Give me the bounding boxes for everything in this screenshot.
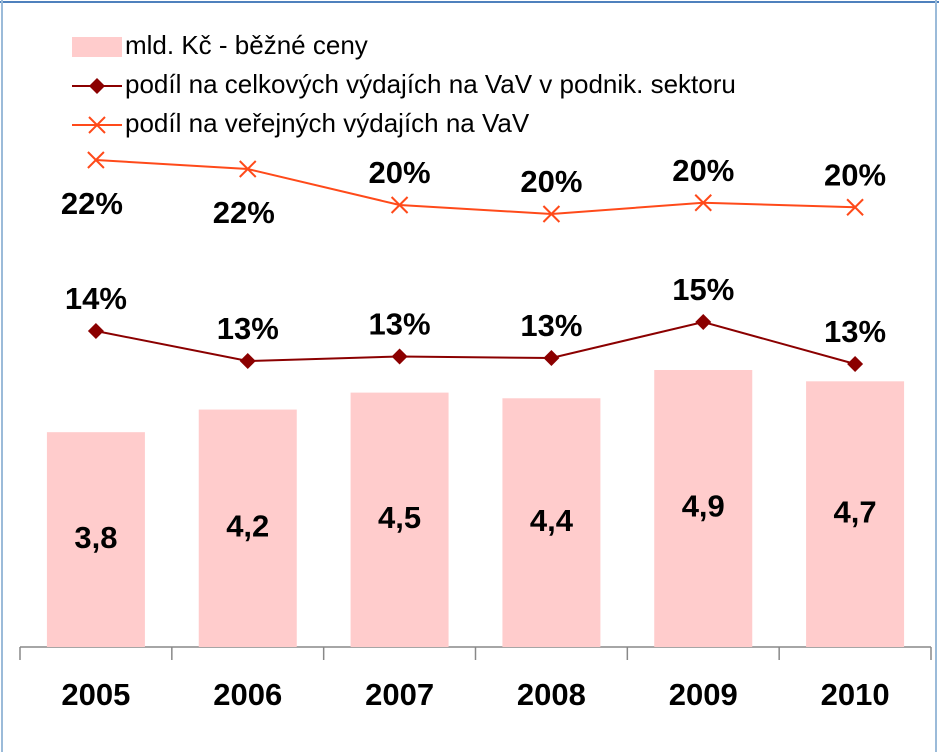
marker xyxy=(391,348,408,365)
bar xyxy=(502,398,601,647)
x-tick-label: 2010 xyxy=(821,677,890,712)
marker xyxy=(543,350,560,366)
line-label: 13% xyxy=(520,308,582,343)
x-tick-label: 2007 xyxy=(365,677,434,712)
marker xyxy=(239,353,256,369)
bar-label: 3,8 xyxy=(74,520,117,555)
marker xyxy=(239,160,257,178)
bar-label: 4,2 xyxy=(226,508,269,543)
bar xyxy=(198,409,297,647)
line-label: 20% xyxy=(824,157,886,192)
legend-swatch xyxy=(72,37,122,57)
marker xyxy=(846,198,864,216)
marker xyxy=(87,151,105,169)
legend-marker xyxy=(89,78,105,94)
line-label: 13% xyxy=(369,307,431,342)
bar xyxy=(806,381,905,647)
line-label: 13% xyxy=(824,314,886,349)
line-label: 22% xyxy=(61,186,123,221)
line xyxy=(95,159,856,216)
marker xyxy=(694,194,712,212)
legend-label: podíl na celkových výdajích na VaV v pod… xyxy=(125,69,736,99)
line-label: 20% xyxy=(369,155,431,190)
line-label: 15% xyxy=(672,272,734,307)
line-label: 14% xyxy=(65,281,127,316)
bar-label: 4,5 xyxy=(378,500,421,535)
bar-label: 4,4 xyxy=(530,503,574,538)
line-label: 22% xyxy=(213,195,275,230)
line xyxy=(95,320,856,365)
bar xyxy=(46,432,145,647)
line-label: 20% xyxy=(672,153,734,188)
marker xyxy=(847,356,864,372)
marker xyxy=(695,314,712,330)
bar xyxy=(654,370,753,647)
bar-label: 4,7 xyxy=(834,494,877,529)
legend-label: mld. Kč - běžné ceny xyxy=(125,30,368,60)
bar xyxy=(350,392,449,647)
line-label: 13% xyxy=(217,311,279,346)
legend-label: podíl na veřejných výdajích na VaV xyxy=(125,108,530,138)
legend-marker xyxy=(88,116,106,134)
x-tick-label: 2009 xyxy=(669,677,738,712)
bar-label: 4,9 xyxy=(682,489,725,524)
line-label: 20% xyxy=(520,164,582,199)
x-tick-label: 2006 xyxy=(213,677,282,712)
marker xyxy=(542,205,561,223)
marker xyxy=(87,323,104,339)
marker xyxy=(390,196,409,214)
x-tick-label: 2005 xyxy=(61,677,130,712)
x-tick-label: 2008 xyxy=(517,677,586,712)
